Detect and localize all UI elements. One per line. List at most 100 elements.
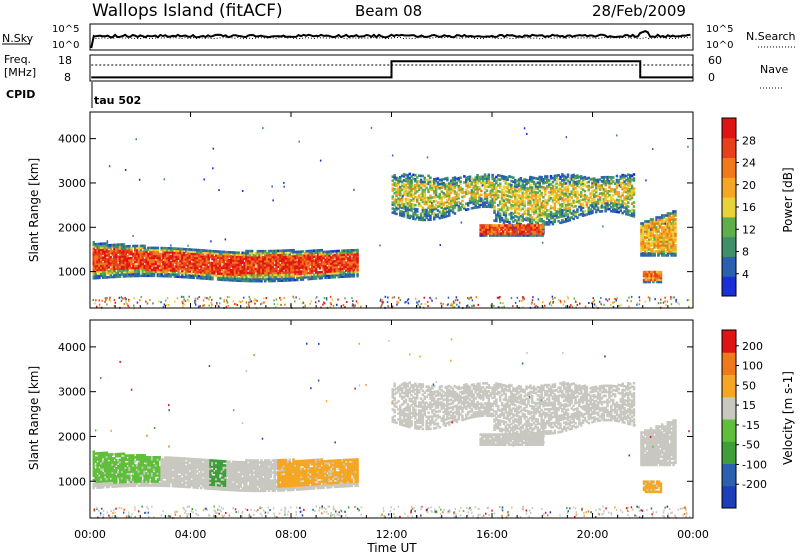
heatmap-cell — [158, 252, 161, 256]
heatmap-cell — [222, 252, 225, 256]
heatmap-cell — [207, 257, 210, 261]
heatmap-cell — [576, 303, 579, 306]
heatmap-cell — [571, 305, 574, 308]
heatmap-cell — [103, 258, 107, 261]
heatmap-cell — [530, 186, 534, 189]
heatmap-cell — [134, 250, 137, 254]
heatmap-cell — [499, 302, 502, 304]
heatmap-cell — [122, 275, 126, 278]
heatmap-cell — [162, 254, 165, 258]
heatmap-cell — [212, 167, 214, 170]
heatmap-cell — [627, 201, 630, 204]
heatmap-cell — [126, 272, 129, 276]
heatmap-cell — [96, 248, 99, 252]
heatmap-cell — [241, 190, 244, 192]
heatmap-cell — [96, 254, 99, 258]
heatmap-cell — [118, 247, 122, 250]
heatmap-cell — [166, 251, 169, 254]
heatmap-cell — [122, 253, 126, 256]
heatmap-cell — [222, 262, 225, 266]
heatmap-cell — [228, 272, 231, 276]
heatmap-cell — [139, 250, 143, 254]
heatmap-cell — [149, 260, 152, 264]
freq-label-line1: Freq. — [4, 53, 31, 66]
heatmap-cell — [187, 298, 189, 301]
heatmap-cell — [122, 245, 126, 248]
heatmap-cell — [115, 245, 118, 249]
heatmap-cell — [171, 263, 175, 266]
heatmap-cell — [220, 254, 224, 258]
heatmap-cell — [164, 266, 167, 270]
heatmap-cell — [120, 269, 124, 272]
heatmap-cell — [630, 184, 634, 188]
heatmap-cell — [218, 256, 222, 259]
heatmap-cell — [124, 257, 127, 260]
heatmap-cell — [108, 298, 111, 301]
heatmap-cell — [460, 221, 463, 224]
heatmap-cell — [162, 250, 165, 254]
heatmap-cell — [156, 252, 160, 256]
heatmap-cell — [194, 248, 197, 252]
heatmap-cell — [150, 256, 154, 260]
heatmap-cell — [150, 270, 154, 274]
heatmap-cell — [198, 254, 201, 258]
heatmap-cell — [109, 251, 112, 255]
heatmap-cell — [167, 259, 171, 262]
heatmap-cell — [626, 299, 629, 302]
heatmap-cell — [118, 245, 122, 248]
heatmap-cell — [177, 255, 180, 259]
heatmap-cell — [177, 253, 180, 257]
heatmap-cell — [113, 253, 116, 257]
heatmap-cell — [173, 249, 176, 252]
heatmap-cell — [149, 250, 152, 254]
heatmap-cell — [222, 264, 225, 268]
heatmap-cell — [113, 273, 116, 277]
heatmap-cell — [135, 254, 139, 258]
heatmap-cell — [109, 296, 111, 299]
heatmap-cell — [141, 244, 144, 248]
heatmap-cell — [111, 265, 114, 269]
nsky-tick-high: 10^5 — [52, 24, 79, 35]
heatmap-cell — [103, 260, 107, 263]
heatmap-cell — [670, 303, 673, 306]
heatmap-cell — [632, 173, 636, 176]
heatmap-cell — [397, 300, 399, 303]
heatmap-cell — [118, 255, 122, 258]
heatmap-cell — [111, 249, 114, 253]
heatmap-cell — [226, 270, 229, 274]
heatmap-cell — [92, 247, 95, 250]
heatmap-cell — [126, 274, 129, 278]
heatmap-cell — [192, 258, 195, 262]
heatmap-cell — [128, 246, 131, 250]
heatmap-cell — [132, 264, 135, 268]
heatmap-cell — [207, 255, 210, 259]
heatmap-cell — [100, 270, 103, 274]
heatmap-cell — [128, 258, 131, 262]
heatmap-cell — [98, 272, 101, 276]
heatmap-cell — [570, 196, 573, 199]
heatmap-cell — [207, 273, 210, 277]
heatmap-cell — [188, 295, 190, 298]
heatmap-cell — [120, 245, 124, 248]
heatmap-cell — [672, 296, 675, 299]
heatmap-cell — [158, 272, 161, 276]
heatmap-cell — [593, 303, 596, 306]
heatmap-cell — [181, 265, 184, 269]
heatmap-cell — [216, 301, 218, 304]
heatmap-cell — [139, 260, 143, 264]
heatmap-cell — [139, 246, 143, 250]
heatmap-cell — [167, 273, 171, 276]
heatmap-cell — [391, 195, 394, 198]
heatmap-cell — [154, 262, 158, 266]
heatmap-cell — [226, 252, 229, 256]
heatmap-cell — [177, 261, 180, 265]
heatmap-cell — [224, 268, 227, 272]
heatmap-cell — [152, 262, 156, 266]
heatmap-cell — [644, 300, 647, 303]
heatmap-cell — [106, 297, 108, 300]
heatmap-cell — [453, 212, 457, 215]
heatmap-cell — [665, 303, 667, 306]
heatmap-cell — [207, 267, 210, 271]
heatmap-cell — [175, 257, 178, 260]
